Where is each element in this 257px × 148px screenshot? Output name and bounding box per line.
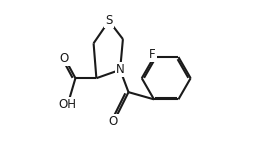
Text: N: N bbox=[116, 63, 124, 76]
Text: F: F bbox=[149, 48, 156, 61]
Text: O: O bbox=[60, 52, 69, 65]
Text: O: O bbox=[108, 115, 118, 128]
Text: OH: OH bbox=[58, 98, 76, 111]
Text: S: S bbox=[105, 15, 113, 27]
